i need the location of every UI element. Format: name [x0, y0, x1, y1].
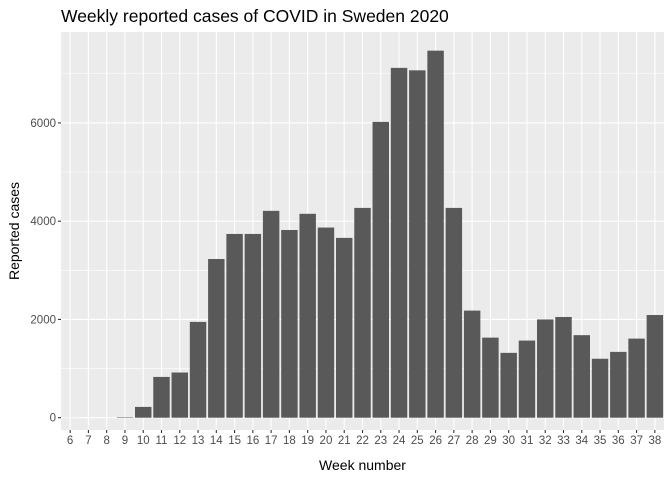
x-tick-label: 31 — [521, 435, 534, 447]
bar-week-30 — [500, 353, 516, 418]
y-tick-label: 0 — [50, 413, 56, 425]
bar-week-22 — [354, 208, 370, 418]
x-tick-label: 21 — [338, 435, 351, 447]
x-tick-label: 37 — [630, 435, 643, 447]
chart-title: Weekly reported cases of COVID in Sweden… — [61, 6, 449, 26]
y-tick-label: 4000 — [30, 216, 56, 228]
x-tick-label: 10 — [137, 435, 150, 447]
bar-week-35 — [592, 359, 608, 418]
bar-week-12 — [172, 373, 188, 418]
y-tick-label: 2000 — [30, 314, 56, 326]
x-tick-label: 15 — [228, 435, 241, 447]
y-tick-label: 6000 — [30, 118, 56, 130]
x-axis-title: Week number — [319, 457, 406, 473]
x-tick-label: 29 — [484, 435, 497, 447]
x-tick-label: 11 — [156, 435, 168, 447]
x-tick-label: 14 — [210, 435, 223, 447]
bar-week-17 — [263, 211, 279, 418]
bar-week-37 — [628, 339, 644, 418]
bar-week-32 — [537, 319, 553, 417]
x-tick-label: 24 — [393, 435, 406, 447]
bar-week-36 — [610, 352, 626, 418]
x-tick-label: 38 — [648, 435, 661, 447]
bar-week-18 — [281, 230, 297, 418]
bar-week-13 — [190, 322, 206, 418]
bar-week-16 — [245, 234, 261, 418]
y-axis-title: Reported cases — [6, 182, 22, 280]
bar-week-38 — [647, 315, 663, 418]
bar-week-25 — [409, 70, 425, 417]
bar-week-28 — [464, 311, 480, 418]
bar-week-19 — [299, 214, 315, 418]
x-tick-label: 26 — [429, 435, 442, 447]
x-tick-label: 17 — [265, 435, 278, 447]
x-tick-label: 7 — [85, 435, 91, 447]
bar-week-34 — [574, 335, 590, 418]
x-tick-label: 13 — [192, 435, 205, 447]
x-tick-label: 19 — [301, 435, 314, 447]
bar-week-14 — [208, 259, 224, 418]
bar-week-10 — [135, 407, 151, 418]
y-axis: 0 2000 4000 6000 — [30, 118, 61, 425]
bar-week-11 — [153, 377, 169, 418]
x-tick-label: 18 — [283, 435, 296, 447]
bar-week-29 — [482, 338, 498, 418]
x-tick-label: 35 — [594, 435, 607, 447]
x-tick-label: 28 — [466, 435, 479, 447]
x-tick-label: 25 — [411, 435, 424, 447]
x-tick-label: 27 — [447, 435, 460, 447]
x-tick-label: 36 — [612, 435, 625, 447]
x-tick-label: 12 — [173, 435, 186, 447]
bar-week-15 — [226, 234, 242, 418]
x-tick-label: 8 — [103, 435, 109, 447]
x-tick-label: 9 — [122, 435, 128, 447]
x-tick-label: 33 — [557, 435, 570, 447]
x-tick-label: 22 — [356, 435, 369, 447]
bar-week-26 — [427, 51, 443, 418]
x-tick-label: 32 — [539, 435, 552, 447]
bar-week-20 — [318, 228, 334, 418]
x-tick-label: 34 — [575, 435, 588, 447]
x-tick-label: 20 — [320, 435, 333, 447]
bar-week-27 — [446, 208, 462, 418]
x-tick-label: 6 — [67, 435, 73, 447]
bar-week-24 — [391, 68, 407, 418]
bar-week-33 — [555, 317, 571, 418]
bar-week-23 — [373, 122, 389, 418]
bar-week-31 — [519, 341, 535, 418]
bar-week-21 — [336, 238, 352, 418]
x-tick-label: 30 — [502, 435, 515, 447]
x-tick-label: 23 — [374, 435, 387, 447]
x-tick-label: 16 — [246, 435, 259, 447]
